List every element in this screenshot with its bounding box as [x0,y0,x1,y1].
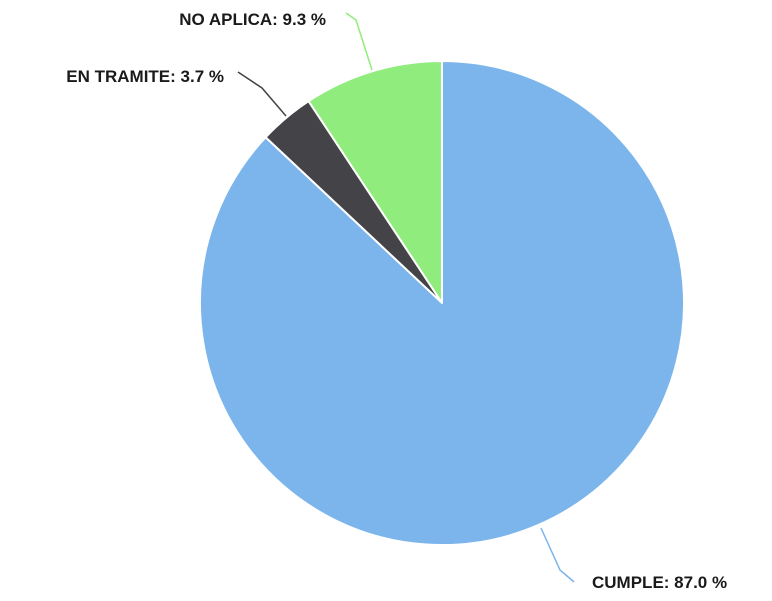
labels-layer: NO APLICA: 9.3 % EN TRAMITE: 3.7 % CUMPLE:… [66,10,727,592]
data-label-en-tramite: EN TRAMITE: 3.7 % [66,67,224,86]
slices-layer [199,60,685,546]
data-label-no-aplica: NO APLICA: 9.3 % [179,10,326,29]
label-connector-en-tramite [237,71,287,117]
pie-slice-no-aplica[interactable] [307,60,443,304]
label-connector-cumple [540,527,575,583]
data-label-cumple: CUMPLE: 87.0 % [592,573,727,592]
pie-slice-cumple[interactable] [199,60,685,546]
connectors-layer [237,12,575,583]
label-connector-no-aplica [345,12,373,71]
